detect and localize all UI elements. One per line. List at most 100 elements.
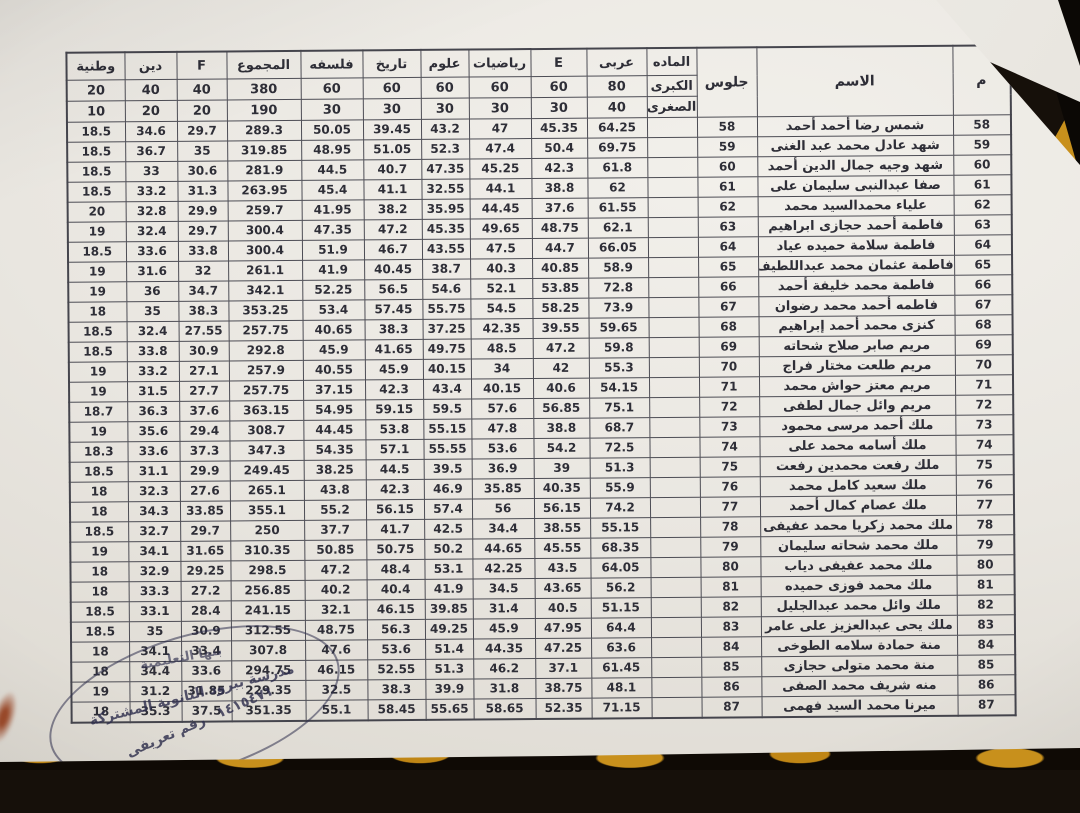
score-cell-8: 33.8 bbox=[126, 341, 179, 362]
score-cell-1: 40.5 bbox=[534, 598, 591, 619]
score-cell-8: 32.3 bbox=[127, 481, 180, 502]
student-name: ميرنا محمد السيد فهمى bbox=[761, 695, 958, 718]
student-number: 61 bbox=[953, 174, 1012, 196]
score-cell-1: 47.25 bbox=[535, 638, 592, 659]
subject-gap-cell bbox=[648, 337, 699, 358]
score-cell-2: 48.5 bbox=[470, 338, 533, 360]
score-cell-1: 40.6 bbox=[532, 378, 590, 399]
score-cell-8: 34.1 bbox=[128, 541, 181, 562]
score-cell-7: 37.6 bbox=[179, 400, 230, 422]
score-cell-8: 35.6 bbox=[127, 421, 180, 442]
score-cell-6: 241.15 bbox=[230, 600, 305, 621]
score-cell-7: 27.6 bbox=[179, 480, 230, 502]
score-cell-9: 18.5 bbox=[68, 341, 127, 363]
score-cell-7: 29.25 bbox=[180, 560, 231, 582]
score-cell-5: 32.5 bbox=[305, 679, 368, 701]
score-cell-0: 62.1 bbox=[587, 217, 648, 239]
student-number: 77 bbox=[955, 494, 1015, 516]
subject-gap-cell bbox=[647, 177, 698, 198]
score-cell-5: 37.7 bbox=[304, 519, 367, 541]
score-cell-0: 72.5 bbox=[589, 437, 650, 459]
score-cell-6: 263.95 bbox=[227, 180, 302, 201]
score-cell-1: 50.4 bbox=[531, 138, 588, 159]
score-cell-1: 38.75 bbox=[535, 678, 592, 699]
subject-header-3: علوم bbox=[420, 49, 469, 78]
score-cell-7: 33.8 bbox=[177, 240, 229, 262]
student-number: 64 bbox=[953, 234, 1013, 256]
score-cell-2: 49.65 bbox=[469, 218, 532, 240]
score-cell-8: 34.4 bbox=[129, 661, 182, 682]
score-cell-5: 54.95 bbox=[303, 399, 366, 421]
student-name: منه شريف محمد الصفى bbox=[761, 675, 958, 697]
seat-number: 61 bbox=[697, 176, 758, 198]
score-cell-3: 39.9 bbox=[425, 679, 474, 700]
score-cell-0: 61.55 bbox=[587, 197, 648, 219]
subject-header-6: المجموع bbox=[226, 50, 301, 79]
score-cell-2: 42.25 bbox=[472, 558, 535, 580]
student-number: 80 bbox=[956, 554, 1015, 576]
photo-of-exam-results-sheet: م الاسم جلوس الماده عربى E رياضيات علوم تاري… bbox=[0, 0, 1080, 770]
score-cell-6: 353.25 bbox=[228, 300, 303, 321]
student-name: ملك سعيد كامل محمد bbox=[759, 475, 956, 497]
student-name: ملك رفعت محمدين رفعت bbox=[759, 455, 956, 477]
subject-gap-cell bbox=[647, 217, 698, 238]
score-cell-2: 47 bbox=[468, 118, 532, 140]
seat-number: 84 bbox=[701, 636, 762, 658]
score-cell-3: 39.85 bbox=[424, 599, 473, 620]
student-name: علياء محمدالسيد محمد bbox=[757, 195, 954, 217]
major-total-2: 60 bbox=[468, 76, 531, 99]
score-cell-0: 51.3 bbox=[589, 457, 650, 479]
score-cell-1: 39 bbox=[533, 458, 590, 479]
score-cell-3: 35.95 bbox=[421, 199, 470, 220]
student-number: 84 bbox=[957, 634, 1016, 656]
seat-number: 72 bbox=[699, 396, 760, 418]
header-row-subjects: م الاسم جلوس الماده عربى E رياضيات علوم تاري… bbox=[66, 45, 1011, 118]
student-number: 70 bbox=[954, 354, 1013, 376]
score-cell-4: 53.6 bbox=[367, 639, 426, 660]
score-cell-9: 18 bbox=[68, 301, 127, 323]
seat-number: 77 bbox=[699, 496, 761, 518]
subject-gap-cell bbox=[648, 357, 699, 378]
score-cell-8: 35 bbox=[128, 621, 182, 642]
score-cell-4: 48.4 bbox=[366, 559, 425, 580]
score-cell-9: 19 bbox=[69, 381, 128, 403]
score-cell-6: 355.1 bbox=[229, 500, 305, 521]
score-cell-9: 18.5 bbox=[67, 241, 127, 263]
student-number: 71 bbox=[954, 374, 1014, 396]
score-cell-2: 58.65 bbox=[473, 698, 536, 720]
subject-gap-cell bbox=[648, 377, 700, 398]
score-cell-3: 55.65 bbox=[425, 699, 474, 720]
score-cell-0: 68.7 bbox=[589, 417, 650, 439]
score-cell-2: 45.9 bbox=[472, 618, 536, 640]
score-cell-4: 41.65 bbox=[364, 339, 423, 360]
score-cell-5: 40.55 bbox=[302, 359, 365, 381]
major-total-4: 60 bbox=[362, 77, 421, 99]
score-cell-2: 54.5 bbox=[470, 298, 533, 320]
student-number: 85 bbox=[957, 654, 1016, 676]
score-cell-3: 55.75 bbox=[422, 299, 471, 320]
score-cell-3: 43.55 bbox=[421, 239, 471, 260]
score-cell-1: 40.35 bbox=[533, 478, 590, 499]
score-cell-9: 19 bbox=[70, 541, 129, 563]
score-cell-2: 57.6 bbox=[471, 398, 534, 420]
subject-gap-cell bbox=[650, 577, 701, 598]
score-cell-5: 52.25 bbox=[302, 279, 365, 301]
score-cell-8: 33.2 bbox=[126, 361, 179, 382]
score-cell-7: 30.9 bbox=[178, 340, 229, 362]
student-number: 68 bbox=[954, 314, 1013, 336]
score-cell-1: 54.2 bbox=[533, 438, 590, 459]
score-cell-6: 265.1 bbox=[229, 480, 304, 501]
column-header-subject: الماده bbox=[646, 47, 697, 76]
score-cell-4: 57.1 bbox=[365, 439, 424, 460]
score-cell-1: 47.2 bbox=[532, 338, 589, 359]
score-cell-2: 34.5 bbox=[472, 578, 535, 600]
score-cell-4: 45.9 bbox=[364, 359, 423, 380]
seat-number: 81 bbox=[700, 576, 761, 598]
score-cell-5: 32.1 bbox=[304, 599, 367, 621]
student-name: مريم صابر صلاح شحاته bbox=[758, 335, 955, 357]
score-cell-9: 19 bbox=[68, 281, 127, 303]
score-cell-3: 55.55 bbox=[423, 439, 472, 460]
score-cell-8: 36.7 bbox=[125, 141, 178, 162]
column-header-name: الاسم bbox=[756, 45, 953, 117]
score-cell-9: 18.5 bbox=[67, 161, 126, 183]
